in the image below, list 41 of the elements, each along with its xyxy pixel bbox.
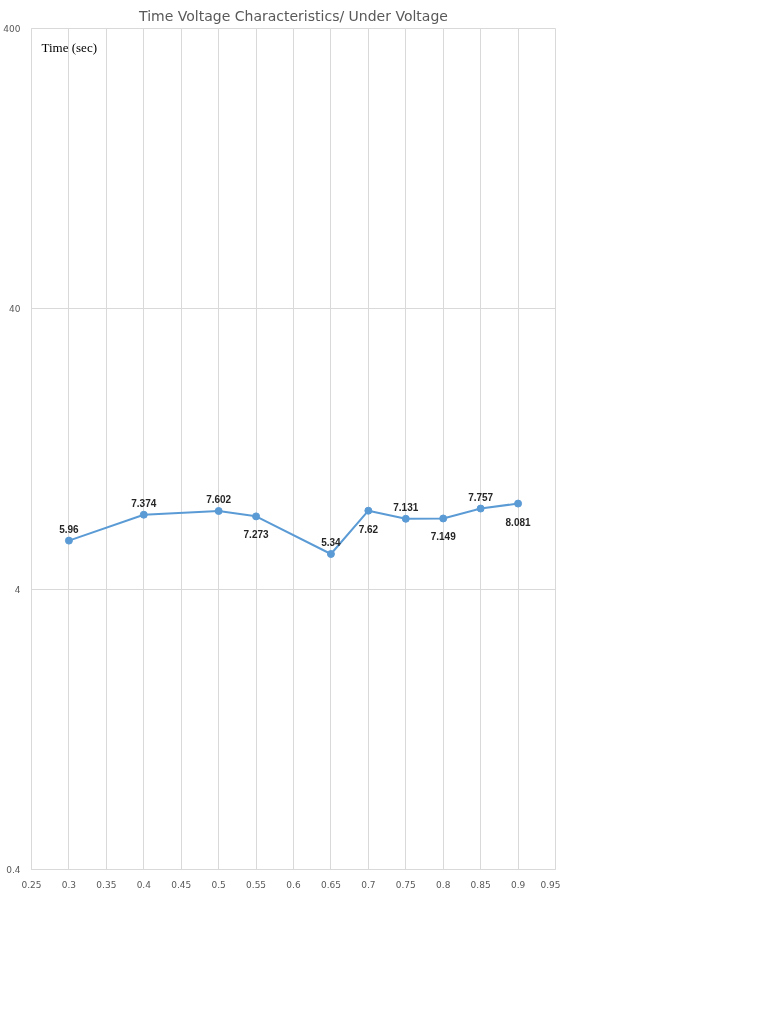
point [476, 504, 485, 513]
x-tick-label: 0.35 [96, 879, 117, 890]
point [514, 499, 523, 508]
x-tick-label: 0.45 [171, 879, 192, 890]
data-label: 7.273 [243, 529, 270, 541]
point [64, 536, 73, 545]
data-label: 7.149 [430, 531, 457, 543]
point [401, 514, 410, 523]
y-tick-label: 400 [3, 24, 21, 34]
x-tick-label: 0.75 [395, 879, 416, 890]
data-label: 7.374 [131, 497, 157, 509]
x-tick-label: 0.8 [436, 879, 451, 890]
x-tick-label: 0.9 [510, 879, 526, 890]
data-label: 5.34 [321, 536, 342, 548]
y-tick-label: 4 [14, 584, 21, 595]
data-label: 7.131 [393, 501, 419, 513]
x-tick-label: 0.85 [470, 879, 491, 890]
data-label: 8.081 [505, 516, 532, 528]
y-axis-title: Time (sec) [41, 39, 97, 55]
data-label: 7.602 [206, 493, 232, 505]
x-tick-label: 0.25 [21, 879, 42, 890]
x-tick-label: 0.7 [361, 879, 376, 890]
x-tick-label: 0.55 [246, 879, 267, 890]
x-tick-label: 0.4 [136, 879, 152, 890]
x-tick-label: 0.95 [540, 879, 561, 890]
y-tick-label: 0.4 [6, 865, 21, 875]
y-tick-label: 40 [9, 304, 21, 315]
data-label: 7.62 [358, 523, 379, 535]
point [326, 550, 335, 558]
data-label: 5.96 [59, 523, 80, 535]
x-tick-label: 0.6 [286, 879, 301, 890]
point [364, 506, 373, 515]
point [214, 507, 223, 515]
point [439, 514, 448, 523]
chart-title: Time Voltage Characteristics/ Under Voltage [138, 7, 448, 24]
x-tick-label: 0.3 [61, 879, 77, 890]
x-tick-label: 0.65 [320, 879, 341, 890]
point [252, 512, 261, 521]
point [139, 510, 148, 519]
x-tick-label: 0.5 [211, 879, 226, 890]
data-label: 7.757 [468, 491, 494, 503]
